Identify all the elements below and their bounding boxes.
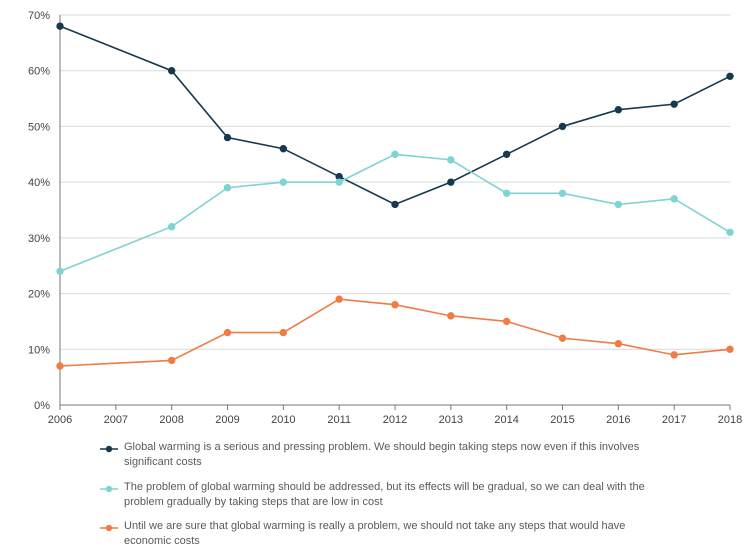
legend-label: Until we are sure that global warming is… — [124, 519, 660, 549]
series-marker-serious — [448, 179, 454, 185]
legend-item-wait: Until we are sure that global warming is… — [100, 519, 660, 549]
x-tick-label: 2015 — [550, 414, 574, 426]
series-marker-gradual — [168, 224, 174, 230]
x-tick-label: 2010 — [271, 414, 295, 426]
series-marker-wait — [336, 296, 342, 302]
y-tick-label: 70% — [28, 10, 50, 22]
series-marker-serious — [503, 151, 509, 157]
series-marker-wait — [224, 329, 230, 335]
legend: Global warming is a serious and pressing… — [100, 440, 660, 559]
legend-marker-serious — [100, 443, 118, 455]
series-marker-gradual — [224, 185, 230, 191]
series-marker-wait — [57, 363, 63, 369]
chart-container: 0% 10% 20% 30% 40% 50% 60% 70% 2006 2007 2008 2009 2… — [0, 0, 754, 550]
series-marker-gradual — [392, 151, 398, 157]
legend-label: The problem of global warming should be … — [124, 480, 660, 510]
series-marker-gradual — [448, 157, 454, 163]
series-marker-wait — [671, 352, 677, 358]
y-tick-label: 10% — [28, 344, 50, 356]
series-marker-serious — [168, 68, 174, 74]
series-marker-wait — [727, 346, 733, 352]
series-marker-wait — [559, 335, 565, 341]
x-tick-label: 2014 — [494, 414, 518, 426]
series-marker-wait — [503, 318, 509, 324]
series-marker-serious — [671, 101, 677, 107]
series-marker-gradual — [336, 179, 342, 185]
series-marker-wait — [448, 313, 454, 319]
y-tick-label: 30% — [28, 233, 50, 245]
y-tick-label: 20% — [28, 289, 50, 301]
series-marker-wait — [392, 302, 398, 308]
series-line-serious — [60, 26, 730, 204]
series-marker-serious — [559, 123, 565, 129]
series-marker-serious — [727, 73, 733, 79]
series-marker-wait — [168, 357, 174, 363]
x-tick-label: 2009 — [215, 414, 239, 426]
y-tick-label: 60% — [28, 66, 50, 78]
series-marker-serious — [615, 107, 621, 113]
series-marker-gradual — [727, 229, 733, 235]
x-tick-label: 2007 — [104, 414, 128, 426]
x-tick-label: 2013 — [439, 414, 463, 426]
x-tick-label: 2017 — [662, 414, 686, 426]
series-marker-gradual — [671, 196, 677, 202]
series-marker-gradual — [503, 190, 509, 196]
legend-label: Global warming is a serious and pressing… — [124, 440, 660, 470]
y-tick-label: 0% — [34, 400, 50, 412]
series-marker-gradual — [615, 201, 621, 207]
y-tick-label: 40% — [28, 177, 50, 189]
series-marker-serious — [392, 201, 398, 207]
series-line-gradual — [60, 154, 730, 271]
x-tick-label: 2012 — [383, 414, 407, 426]
series-marker-gradual — [280, 179, 286, 185]
x-tick-label: 2018 — [718, 414, 742, 426]
legend-marker-wait — [100, 522, 118, 534]
x-tick-label: 2011 — [327, 414, 351, 426]
legend-item-serious: Global warming is a serious and pressing… — [100, 440, 660, 470]
x-tick-label: 2008 — [159, 414, 183, 426]
series-marker-wait — [280, 329, 286, 335]
y-tick-label: 50% — [28, 121, 50, 133]
series-marker-serious — [57, 23, 63, 29]
legend-item-gradual: The problem of global warming should be … — [100, 480, 660, 510]
series-marker-gradual — [57, 268, 63, 274]
series-line-wait — [60, 299, 730, 366]
x-tick-label: 2006 — [48, 414, 72, 426]
x-tick-label: 2016 — [606, 414, 630, 426]
series-marker-wait — [615, 341, 621, 347]
series-marker-serious — [224, 134, 230, 140]
legend-marker-gradual — [100, 483, 118, 495]
series-marker-gradual — [559, 190, 565, 196]
series-marker-serious — [280, 146, 286, 152]
